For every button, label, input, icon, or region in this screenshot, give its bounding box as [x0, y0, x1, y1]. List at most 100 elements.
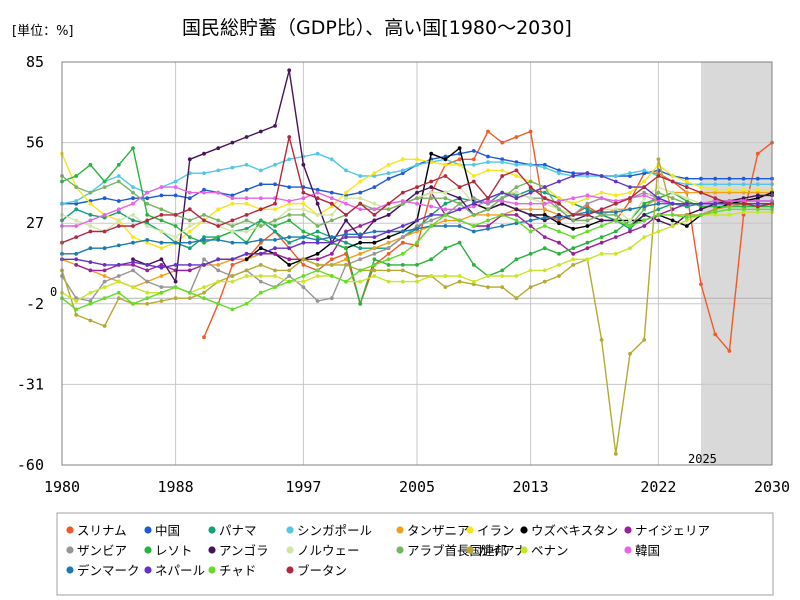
data-point: [187, 196, 192, 201]
data-point: [642, 171, 647, 176]
data-point: [258, 274, 263, 278]
data-point: [372, 174, 377, 178]
data-point: [102, 185, 107, 190]
data-point: [713, 204, 718, 209]
data-point: [329, 251, 334, 256]
data-point: [571, 251, 576, 256]
y-tick-label: 56: [26, 134, 44, 152]
data-point: [329, 240, 334, 245]
data-point: [542, 190, 547, 195]
legend-label: ザンビア: [77, 543, 127, 558]
legend-item: アラブ首長国連邦: [396, 543, 507, 558]
legend: スリナム 中国 パナマ シンガポール タンザニア イラン ウズベキスタン ナイジェリアザンビア…: [56, 512, 774, 596]
legend-item: アンゴラ: [208, 543, 269, 558]
data-point: [670, 218, 675, 223]
data-point: [159, 193, 164, 198]
legend-label: 韓国: [635, 543, 660, 558]
data-point: [656, 201, 661, 206]
data-point: [329, 190, 334, 195]
data-point: [599, 224, 604, 228]
data-point: [500, 201, 505, 206]
data-point: [628, 171, 632, 176]
data-point: [372, 274, 377, 278]
legend-label: パナマ: [219, 523, 257, 538]
data-point: [755, 199, 760, 203]
data-point: [670, 179, 675, 184]
data-point: [741, 213, 746, 217]
data-point: [755, 151, 760, 156]
data-point: [88, 246, 93, 251]
legend-marker: [66, 526, 74, 534]
forecast-region: [701, 62, 772, 465]
data-point: [557, 263, 561, 267]
legend-marker: [286, 566, 294, 574]
data-point: [585, 201, 590, 206]
data-point: [74, 313, 79, 317]
data-point: [102, 246, 107, 251]
data-point: [244, 268, 249, 273]
data-point: [358, 224, 363, 228]
data-point: [358, 246, 363, 251]
data-point: [528, 285, 533, 289]
legend-marker: [286, 546, 294, 554]
data-point: [684, 185, 689, 190]
data-point: [684, 179, 689, 184]
data-point: [301, 274, 306, 278]
data-point: [656, 196, 661, 201]
data-point: [628, 174, 632, 178]
data-point: [315, 240, 320, 245]
data-point: [528, 129, 533, 134]
data-point: [741, 196, 746, 201]
data-point: [628, 224, 632, 228]
data-point: [131, 224, 135, 228]
data-point: [400, 235, 405, 240]
data-point: [244, 218, 249, 223]
legend-marker: [520, 526, 528, 534]
data-point: [457, 207, 462, 212]
data-point: [287, 235, 292, 240]
data-point: [585, 174, 590, 178]
data-point: [358, 301, 363, 306]
data-point: [571, 171, 576, 176]
data-point: [486, 285, 490, 289]
data-point: [684, 176, 689, 181]
data-point: [88, 318, 93, 323]
data-point: [216, 235, 221, 240]
data-point: [372, 207, 377, 212]
data-point: [557, 251, 561, 256]
data-point: [599, 240, 604, 245]
data-point: [486, 224, 490, 228]
data-point: [173, 213, 178, 217]
data-point: [713, 207, 718, 212]
data-point: [287, 257, 292, 262]
data-point: [131, 201, 135, 206]
data-point: [443, 274, 448, 278]
data-point: [500, 274, 505, 278]
data-point: [528, 207, 533, 212]
data-point: [386, 235, 391, 240]
data-point: [457, 240, 462, 245]
data-point: [116, 162, 121, 167]
data-point: [528, 201, 533, 206]
data-point: [145, 301, 150, 306]
data-point: [755, 182, 760, 187]
data-point: [102, 324, 107, 328]
data-point: [315, 213, 320, 217]
data-point: [471, 162, 476, 167]
data-point: [173, 279, 178, 284]
data-point: [514, 296, 519, 301]
data-point: [542, 246, 547, 251]
data-point: [443, 196, 448, 201]
data-point: [684, 218, 689, 223]
data-point: [230, 240, 235, 245]
data-point: [386, 162, 391, 167]
data-point: [642, 338, 647, 342]
data-point: [741, 207, 746, 212]
data-point: [557, 171, 561, 176]
legend-item: 韓国: [624, 543, 660, 558]
data-point: [244, 257, 249, 262]
data-point: [145, 240, 150, 245]
data-point: [542, 162, 547, 167]
data-point: [741, 190, 746, 195]
y-tick-label: -31: [17, 375, 44, 393]
